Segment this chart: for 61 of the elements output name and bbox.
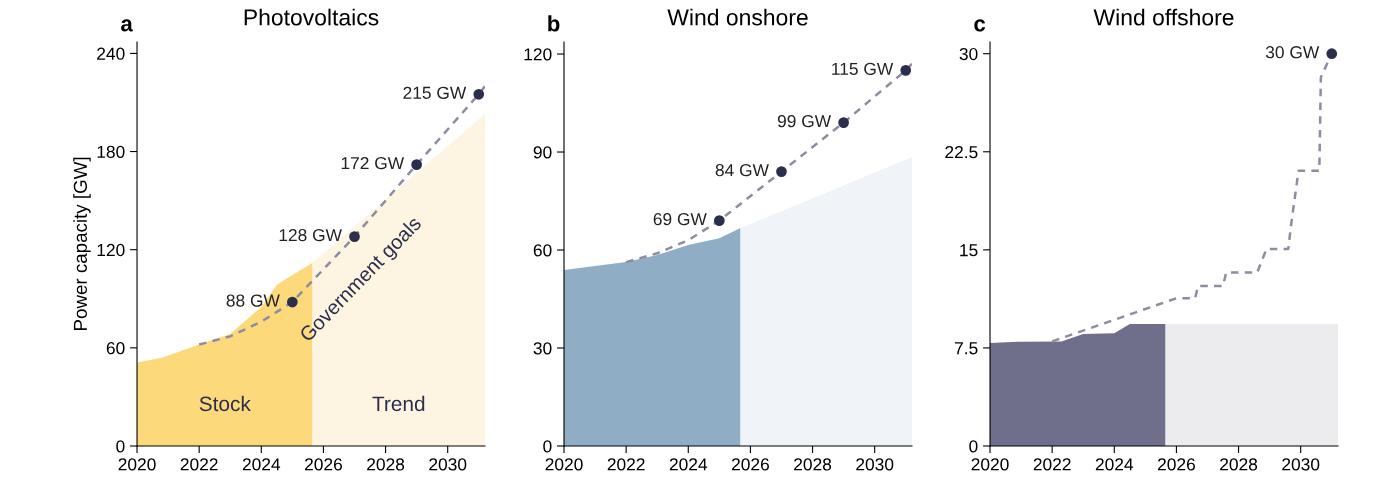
x-tick-label: 2024 xyxy=(669,458,708,471)
x-tick-label: 2024 xyxy=(1095,458,1134,471)
x-tick-label: 2026 xyxy=(1157,458,1195,471)
data-label: 128 GW xyxy=(279,228,342,242)
point xyxy=(713,215,725,226)
y-tick-label: 90 xyxy=(533,146,552,159)
x-tick-label: 2030 xyxy=(429,458,467,471)
y-tick-label: 0 xyxy=(969,440,978,453)
annotation: Stock xyxy=(199,395,251,412)
x-tick-label: 2028 xyxy=(367,458,405,471)
y-tick-label: 60 xyxy=(106,342,125,355)
x-tick-label: 2030 xyxy=(856,458,894,471)
y-tick-label: 7.5 xyxy=(954,342,978,355)
x-tick-label: 2020 xyxy=(971,458,1009,471)
data-label: 30 GW xyxy=(1265,46,1320,59)
y-tick-label: 120 xyxy=(524,48,552,61)
y-tick-label: 120 xyxy=(97,243,125,257)
x-tick-label: 2022 xyxy=(1033,458,1071,471)
text: b xyxy=(548,15,560,32)
point xyxy=(349,231,360,242)
data-label: 84 GW xyxy=(715,163,769,177)
y-tick-label: 0 xyxy=(116,440,125,453)
y-tick-label: 0 xyxy=(543,440,552,453)
point xyxy=(900,65,912,76)
x-tick-label: 2020 xyxy=(118,458,156,471)
point xyxy=(776,166,787,177)
x-tick-label: 2024 xyxy=(242,458,281,471)
x-tick-label: 2022 xyxy=(607,458,645,471)
data-label: 69 GW xyxy=(653,212,707,226)
text: a xyxy=(121,19,133,32)
data-label: 172 GW xyxy=(341,156,405,170)
point xyxy=(287,296,298,308)
y-tick-label: 30 xyxy=(533,342,552,355)
y-tick-label: 60 xyxy=(533,244,552,257)
chart-title: Photovoltaics xyxy=(244,8,379,26)
data-label: 99 GW xyxy=(777,114,832,128)
text: c xyxy=(974,19,986,32)
y-tick-label: 22.5 xyxy=(945,145,978,159)
x-tick-label: 2026 xyxy=(304,458,342,471)
x-tick-label: 2030 xyxy=(1282,458,1320,471)
data-label: 115 GW xyxy=(832,62,894,76)
line-series xyxy=(624,62,912,264)
line-series xyxy=(197,84,485,346)
chart-title: Wind onshore xyxy=(667,8,808,26)
y-tick-label: 180 xyxy=(97,145,125,158)
annotation: Trend xyxy=(372,395,425,412)
point xyxy=(473,88,485,100)
y-tick-label: 30 xyxy=(959,47,978,61)
x-tick-label: 2028 xyxy=(1220,458,1258,471)
chart-title: Wind offshore xyxy=(1093,8,1234,26)
data-label: 215 GW xyxy=(403,86,467,99)
y-tick-label: 240 xyxy=(97,47,125,60)
point xyxy=(411,159,422,170)
y-axis-title: Power capacity [GW] xyxy=(73,157,91,330)
data-label: 88 GW xyxy=(226,294,280,307)
point xyxy=(838,117,849,128)
x-tick-label: 2026 xyxy=(731,458,769,471)
y-tick-label: 15 xyxy=(960,244,978,257)
x-tick-label: 2028 xyxy=(794,458,832,471)
x-tick-label: 2020 xyxy=(545,458,583,471)
x-tick-label: 2022 xyxy=(180,458,218,471)
